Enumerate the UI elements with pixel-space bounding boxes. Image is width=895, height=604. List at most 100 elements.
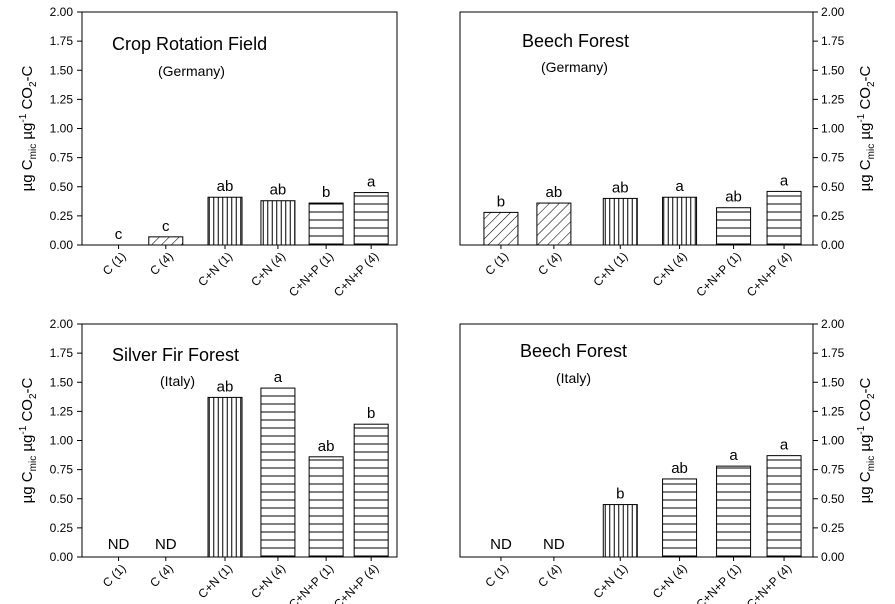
x-tick-label: C+N+P (1) — [693, 561, 743, 604]
y-tick-label: 0.00 — [50, 550, 74, 564]
bar — [207, 396, 243, 558]
significance-label: b — [322, 184, 330, 201]
significance-label: a — [675, 178, 684, 195]
bar — [716, 465, 752, 558]
y-tick-label: 0.75 — [821, 463, 845, 477]
y-tick-label: 0.50 — [50, 492, 74, 506]
panel-subtitle: (Germany) — [541, 59, 608, 75]
bar — [308, 456, 344, 558]
x-tick-label: C+N+P (4) — [331, 561, 381, 604]
panel-title: Beech Forest — [520, 341, 627, 361]
bar — [353, 423, 389, 558]
y-axis-label: µg Cmic µg-1 CO2-C — [18, 377, 39, 503]
nd-label: ND — [108, 536, 130, 553]
significance-label: b — [497, 193, 505, 210]
y-tick-label: 1.25 — [50, 92, 74, 106]
significance-label: c — [115, 226, 123, 243]
bar — [766, 190, 802, 246]
x-tick-label: C (1) — [100, 561, 129, 590]
y-tick-label: 1.25 — [50, 404, 74, 418]
nd-label: ND — [543, 536, 565, 553]
significance-label: a — [780, 437, 789, 454]
y-tick-label: 0.75 — [50, 463, 74, 477]
y-tick-label: 0.50 — [821, 180, 845, 194]
x-tick-label: C (4) — [535, 561, 564, 590]
y-axis-label: µg Cmic µg-1 CO2-C — [856, 377, 877, 503]
y-tick-label: 0.00 — [821, 238, 845, 252]
bar — [353, 192, 389, 246]
chart-panel-4: 0.00 0.25 0.50 0.75 1.00 1.25 1.50 1.75 2.00 µg C… — [459, 317, 877, 604]
panel-subtitle: (Italy) — [160, 373, 195, 389]
y-tick-label: 2.00 — [50, 317, 74, 331]
y-tick-label: 0.25 — [50, 521, 74, 535]
y-tick-label: 1.50 — [50, 63, 74, 77]
bar — [207, 196, 243, 246]
significance-label: ab — [318, 438, 335, 455]
significance-label: b — [367, 405, 375, 422]
bar — [716, 207, 752, 246]
chart-panel-2: 0.00 0.25 0.50 0.75 1.00 1.25 1.50 1.75 2.00 µg C… — [459, 5, 877, 300]
y-tick-label: 0.25 — [821, 209, 845, 223]
x-tick-label: C+N (1) — [591, 249, 631, 289]
y-axis-label: µg Cmic µg-1 CO2-C — [856, 65, 877, 191]
x-tick-label: C+N+P (1) — [286, 561, 336, 604]
significance-label: ab — [671, 460, 688, 477]
x-tick-label: C+N+P (4) — [331, 249, 381, 299]
x-tick-label: C+N (4) — [248, 561, 288, 601]
y-tick-label: 2.00 — [50, 5, 74, 19]
significance-label: a — [729, 447, 738, 464]
y-tick-label: 0.00 — [50, 238, 74, 252]
y-tick-label: 1.75 — [50, 346, 74, 360]
y-tick-label: 0.50 — [821, 492, 845, 506]
y-tick-label: 0.25 — [50, 209, 74, 223]
x-tick-label: C (4) — [147, 561, 176, 590]
y-tick-label: 1.00 — [50, 122, 74, 136]
x-tick-label: C (4) — [147, 249, 176, 278]
significance-label: ab — [725, 189, 742, 206]
y-tick-label: 1.75 — [821, 34, 845, 48]
significance-label: ab — [546, 184, 563, 201]
bar — [662, 196, 698, 246]
y-tick-label: 0.25 — [821, 521, 845, 535]
significance-label: c — [162, 218, 170, 235]
x-tick-label: C+N+P (4) — [744, 561, 794, 604]
chart-panel-3: 0.00 0.25 0.50 0.75 1.00 1.25 1.50 1.75 2.00 µg C… — [18, 317, 398, 604]
x-tick-label: C+N+P (1) — [693, 249, 743, 299]
panel-title: Beech Forest — [522, 31, 629, 51]
x-tick-label: C+N (1) — [195, 561, 235, 601]
significance-label: a — [274, 369, 283, 386]
significance-label: ab — [270, 182, 287, 199]
bar — [536, 202, 572, 246]
bar — [308, 202, 344, 246]
significance-label: a — [780, 172, 789, 189]
x-tick-label: C (4) — [535, 249, 564, 278]
significance-label: b — [616, 486, 624, 503]
x-tick-label: C (1) — [482, 561, 511, 590]
bar — [602, 504, 638, 558]
y-tick-label: 1.25 — [821, 92, 845, 106]
y-tick-label: 1.00 — [821, 122, 845, 136]
x-tick-label: C+N (4) — [650, 561, 690, 601]
y-tick-label: 2.00 — [821, 317, 845, 331]
y-tick-label: 2.00 — [821, 5, 845, 19]
bar — [148, 236, 184, 246]
y-axis-label: µg Cmic µg-1 CO2-C — [18, 65, 39, 191]
panel-title: Silver Fir Forest — [112, 345, 239, 365]
y-tick-label: 1.75 — [50, 34, 74, 48]
panel-subtitle: (Italy) — [556, 370, 591, 386]
x-tick-label: C+N (4) — [248, 249, 288, 289]
y-tick-label: 1.00 — [50, 434, 74, 448]
x-tick-label: C+N+P (4) — [744, 249, 794, 299]
x-tick-label: C (1) — [100, 249, 129, 278]
significance-label: ab — [217, 178, 234, 195]
y-tick-label: 1.25 — [821, 404, 845, 418]
y-tick-label: 0.75 — [821, 151, 845, 165]
nd-label: ND — [490, 536, 512, 553]
y-tick-label: 1.00 — [821, 434, 845, 448]
chart-panel-1: 0.00 0.25 0.50 0.75 1.00 1.25 1.50 1.75 2.00 µg C… — [18, 5, 398, 300]
y-tick-label: 0.00 — [821, 550, 845, 564]
significance-label: ab — [612, 179, 629, 196]
y-tick-label: 0.75 — [50, 151, 74, 165]
bar — [602, 197, 638, 246]
